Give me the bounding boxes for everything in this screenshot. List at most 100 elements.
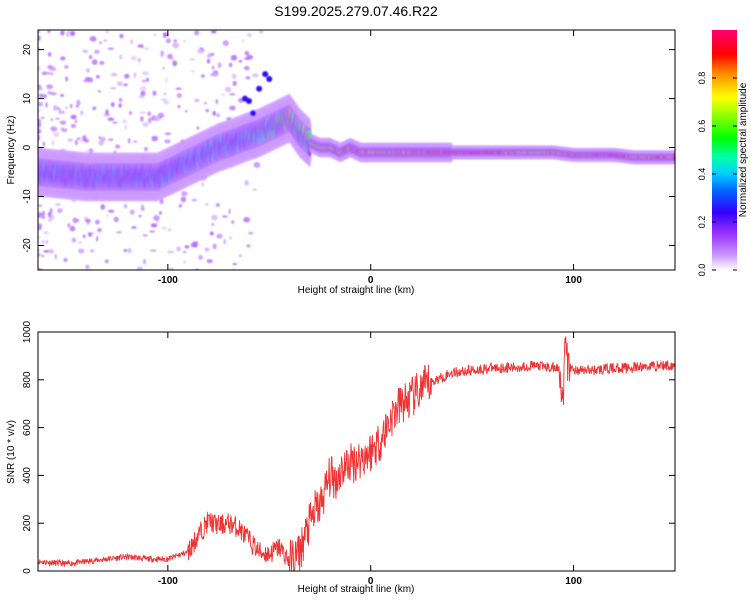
spectrogram-noise-cell [85, 264, 90, 270]
spectrogram-noise-cell [183, 260, 187, 264]
spectrogram-noise-cell [118, 97, 123, 103]
spectrogram-noise-cell [70, 114, 77, 120]
spectrogram-noise-cell [206, 58, 211, 64]
spectrogram-noise-cell [110, 102, 115, 108]
spectrogram-feature-cell [256, 85, 263, 92]
spectrogram-noise-cell [130, 55, 137, 61]
spectrogram-noise-cell [77, 248, 85, 254]
spectrogram-noise-cell [110, 87, 117, 90]
spectrogram-noise-cell [82, 234, 86, 238]
spectrogram-noise-cell [65, 106, 68, 110]
spectrogram-noise-cell [61, 110, 65, 114]
spectrogram-noise-cell [151, 135, 159, 142]
spectrogram-noise-cell [165, 77, 168, 83]
spectrogram-noise-cell [205, 202, 209, 206]
snr-xtick-label: 100 [565, 576, 582, 587]
spectrogram-noise-cell [79, 140, 85, 143]
spectrogram-noise-cell [163, 92, 167, 96]
spectrogram-noise-cell [88, 54, 93, 60]
spectrogram-noise-cell [198, 255, 204, 260]
spectrogram-noise-cell [131, 226, 137, 229]
spectrogram-noise-cell [38, 121, 42, 127]
spectrogram-noise-cell [238, 59, 243, 63]
spectrogram-noise-cell [66, 31, 70, 38]
spectrogram-noise-cell [149, 230, 156, 233]
spectrogram-xtick-label: -100 [158, 275, 178, 286]
spectrogram-noise-cell [210, 30, 217, 34]
spectrogram-noise-cell [112, 121, 118, 124]
spectrogram-noise-cell [243, 57, 251, 61]
spectrogram-noise-cell [123, 83, 128, 87]
spectrogram-cells [38, 30, 675, 270]
spectrogram-image [38, 30, 675, 270]
spectrogram-noise-cell [132, 140, 138, 143]
spectrogram-noise-cell [232, 80, 237, 87]
spectrogram-noise-cell [89, 36, 97, 42]
spectrogram-noise-cell [116, 144, 119, 148]
figure-title: S199.2025.279.07.46.R22 [274, 3, 438, 19]
spectrogram-noise-cell [46, 84, 53, 90]
snr-x-axis-label: Height of straight line (km) [298, 584, 415, 595]
spectrogram-noise-cell [139, 111, 146, 114]
spectrogram-noise-cell [94, 49, 100, 54]
spectrogram-noise-cell [38, 35, 41, 42]
spectrogram-noise-cell [143, 47, 150, 51]
spectrogram-noise-cell [181, 191, 188, 197]
spectrogram-noise-cell [127, 138, 131, 144]
spectrogram-noise-cell [196, 48, 203, 54]
spectrogram-noise-cell [119, 54, 123, 60]
spectrogram-noise-cell [172, 60, 178, 67]
spectrogram-noise-cell [104, 259, 109, 264]
spectrogram-noise-cell [220, 93, 226, 96]
spectrogram-noise-cell [194, 98, 200, 103]
spectrogram-noise-cell [72, 217, 78, 223]
spectrogram-noise-cell [209, 52, 215, 56]
spectrogram-noise-cell [204, 101, 207, 105]
spectrogram-noise-cell [221, 215, 228, 218]
spectrogram-noise-cell [103, 113, 111, 117]
spectrogram-noise-cell [191, 199, 198, 202]
spectrogram-noise-cell [160, 50, 164, 57]
spectrogram-noise-cell [65, 76, 68, 82]
spectrogram-noise-cell [167, 228, 171, 232]
spectrogram-noise-cell [38, 128, 42, 135]
spectrogram-ytick-label: 0 [22, 144, 33, 150]
spectrogram-noise-cell [80, 110, 84, 116]
spectrogram-noise-cell [246, 244, 251, 248]
spectrogram-noise-cell [99, 60, 105, 65]
spectrogram-noise-cell [107, 47, 114, 50]
spectrogram-noise-cell [223, 238, 226, 245]
spectrogram-noise-cell [107, 209, 112, 212]
spectrogram-ytick-label: 10 [22, 93, 33, 105]
spectrogram-noise-cell [59, 120, 67, 125]
spectrogram-noise-cell [212, 110, 217, 116]
spectrogram-noise-cell [123, 203, 128, 209]
spectrogram-noise-cell [191, 69, 195, 73]
spectrogram-noise-cell [76, 137, 81, 140]
spectrogram-noise-cell [161, 226, 167, 229]
spectrogram-feature-cell [266, 75, 273, 82]
spectrogram-noise-cell [67, 138, 74, 142]
spectrogram-noise-cell [206, 53, 211, 58]
spectrogram-noise-cell [241, 39, 245, 43]
snr-series-line [38, 336, 675, 571]
spectrogram-ytick-label: -20 [22, 238, 33, 253]
spectrogram-noise-cell [215, 99, 219, 104]
spectrogram-noise-cell [57, 208, 63, 214]
colorbar: 0.0 0.2 0.4 0.6 0.8 Normalized spectral ampl… [697, 30, 749, 276]
spectrogram-noise-cell [127, 248, 132, 254]
spectrogram-noise-cell [47, 30, 51, 34]
spectrogram-noise-cell [60, 93, 65, 97]
spectrogram-noise-cell [161, 98, 167, 102]
spectrogram-noise-cell [167, 53, 173, 60]
colorbar-tick-label: 0.0 [697, 264, 707, 277]
spectrogram-noise-cell [84, 76, 91, 82]
spectrogram-noise-cell [130, 39, 133, 45]
snr-ytick-label: 1000 [22, 320, 33, 343]
spectrogram-noise-cell [129, 209, 135, 215]
spectrogram-noise-cell [42, 71, 47, 76]
spectrogram-noise-cell [158, 211, 163, 215]
spectrogram-noise-cell [122, 119, 127, 124]
spectrogram-noise-cell [148, 117, 152, 124]
snr-xtick-label: -100 [158, 576, 178, 587]
